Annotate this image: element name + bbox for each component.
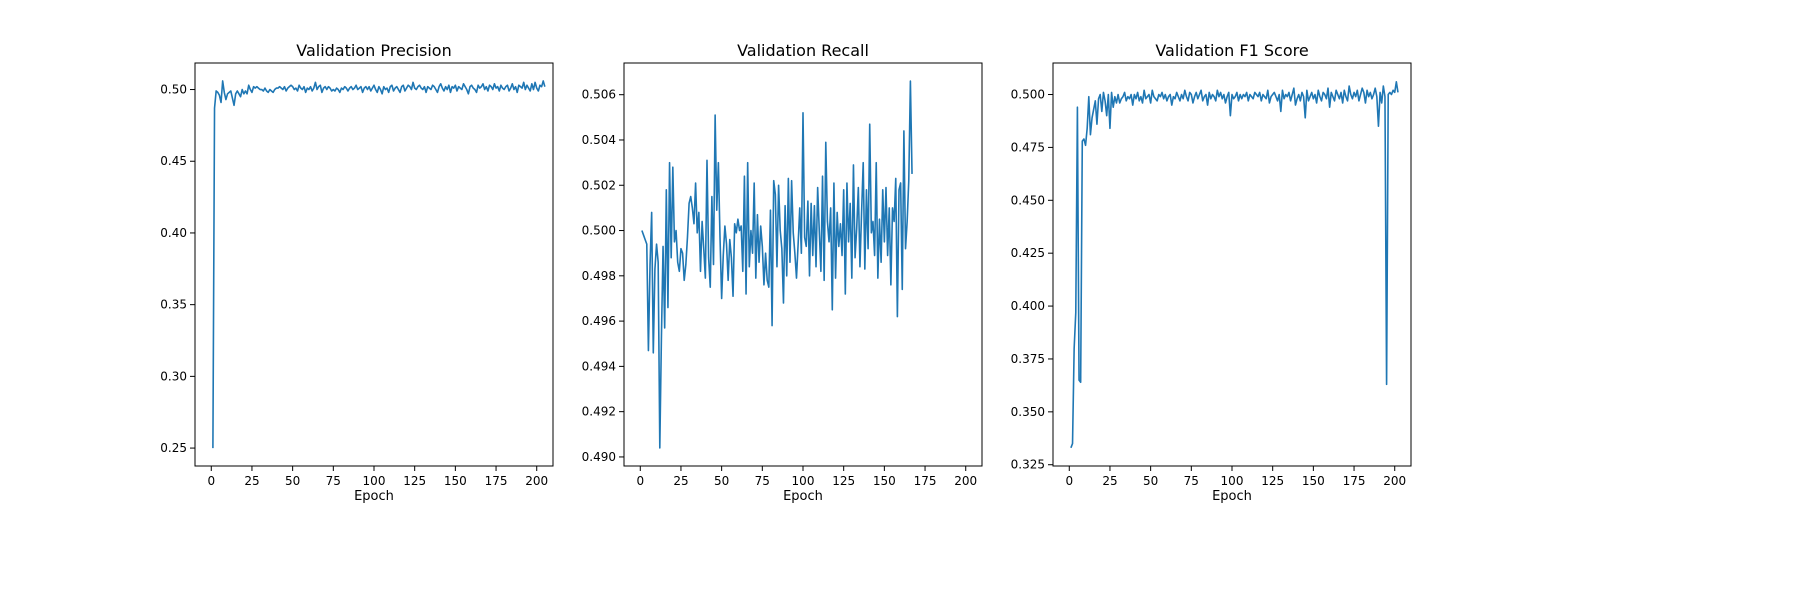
x-tick-label: 150 xyxy=(873,474,896,488)
series-line xyxy=(1070,81,1399,449)
chart-title: Validation Precision xyxy=(296,41,451,60)
x-tick-label: 175 xyxy=(485,474,508,488)
x-tick-label: 100 xyxy=(1221,474,1244,488)
x-axis-label: Epoch xyxy=(354,489,394,504)
y-tick-label: 0.498 xyxy=(582,269,616,283)
x-axis-label: Epoch xyxy=(1212,489,1252,504)
y-tick-label: 0.450 xyxy=(1011,193,1045,207)
series-line xyxy=(212,80,546,449)
y-tick-label: 0.496 xyxy=(582,314,616,328)
y-tick-label: 0.325 xyxy=(1011,458,1045,472)
x-tick-label: 0 xyxy=(636,474,644,488)
plot-frame xyxy=(1052,62,1412,467)
x-tick-label: 0 xyxy=(207,474,215,488)
y-tick-label: 0.475 xyxy=(1011,140,1045,154)
x-tick-label: 125 xyxy=(1261,474,1284,488)
x-tick-label: 0 xyxy=(1065,474,1073,488)
y-tick-label: 0.375 xyxy=(1011,352,1045,366)
y-tick-label: 0.490 xyxy=(582,450,616,464)
y-tick-label: 0.400 xyxy=(1011,299,1045,313)
series-line xyxy=(641,80,913,449)
x-tick-label: 75 xyxy=(1184,474,1199,488)
x-tick-label: 50 xyxy=(1143,474,1158,488)
y-tick-label: 0.40 xyxy=(160,226,187,240)
x-tick-label: 200 xyxy=(1383,474,1406,488)
y-tick-label: 0.35 xyxy=(160,298,187,312)
y-tick-label: 0.500 xyxy=(582,224,616,238)
x-tick-label: 100 xyxy=(792,474,815,488)
y-tick-label: 0.50 xyxy=(160,83,187,97)
x-axis-label: Epoch xyxy=(783,489,823,504)
x-tick-label: 125 xyxy=(832,474,855,488)
precision-chart: Validation Precision Epoch 0 25 50 75 100 125… xyxy=(160,41,554,504)
x-tick-label: 175 xyxy=(914,474,937,488)
x-tick-label: 25 xyxy=(244,474,259,488)
x-tick-label: 50 xyxy=(714,474,729,488)
y-tick-label: 0.500 xyxy=(1011,88,1045,102)
x-tick-label: 50 xyxy=(285,474,300,488)
chart-title: Validation Recall xyxy=(737,41,869,60)
y-tick-label: 0.45 xyxy=(160,154,187,168)
x-tick-label: 200 xyxy=(525,474,548,488)
x-tick-label: 175 xyxy=(1343,474,1366,488)
x-tick-label: 150 xyxy=(1302,474,1325,488)
y-tick-label: 0.25 xyxy=(160,441,187,455)
y-tick-label: 0.504 xyxy=(582,133,616,147)
x-tick-label: 75 xyxy=(326,474,341,488)
y-tick-label: 0.506 xyxy=(582,88,616,102)
y-tick-label: 0.350 xyxy=(1011,405,1045,419)
x-tick-label: 100 xyxy=(363,474,386,488)
x-tick-label: 200 xyxy=(954,474,977,488)
y-tick-label: 0.425 xyxy=(1011,246,1045,260)
plot-frame xyxy=(194,62,554,467)
y-tick-label: 0.30 xyxy=(160,369,187,383)
x-tick-label: 150 xyxy=(444,474,467,488)
y-tick-label: 0.494 xyxy=(582,359,616,373)
f1-score-chart: Validation F1 Score Epoch 0 25 50 75 100 125 1… xyxy=(1011,41,1412,504)
recall-chart: Validation Recall Epoch 0 25 50 75 100 125 150… xyxy=(582,41,983,504)
x-tick-label: 75 xyxy=(755,474,770,488)
y-tick-label: 0.492 xyxy=(582,405,616,419)
x-tick-label: 25 xyxy=(1102,474,1117,488)
y-tick-label: 0.502 xyxy=(582,178,616,192)
x-tick-label: 125 xyxy=(403,474,426,488)
x-tick-label: 25 xyxy=(673,474,688,488)
chart-title: Validation F1 Score xyxy=(1155,41,1308,60)
